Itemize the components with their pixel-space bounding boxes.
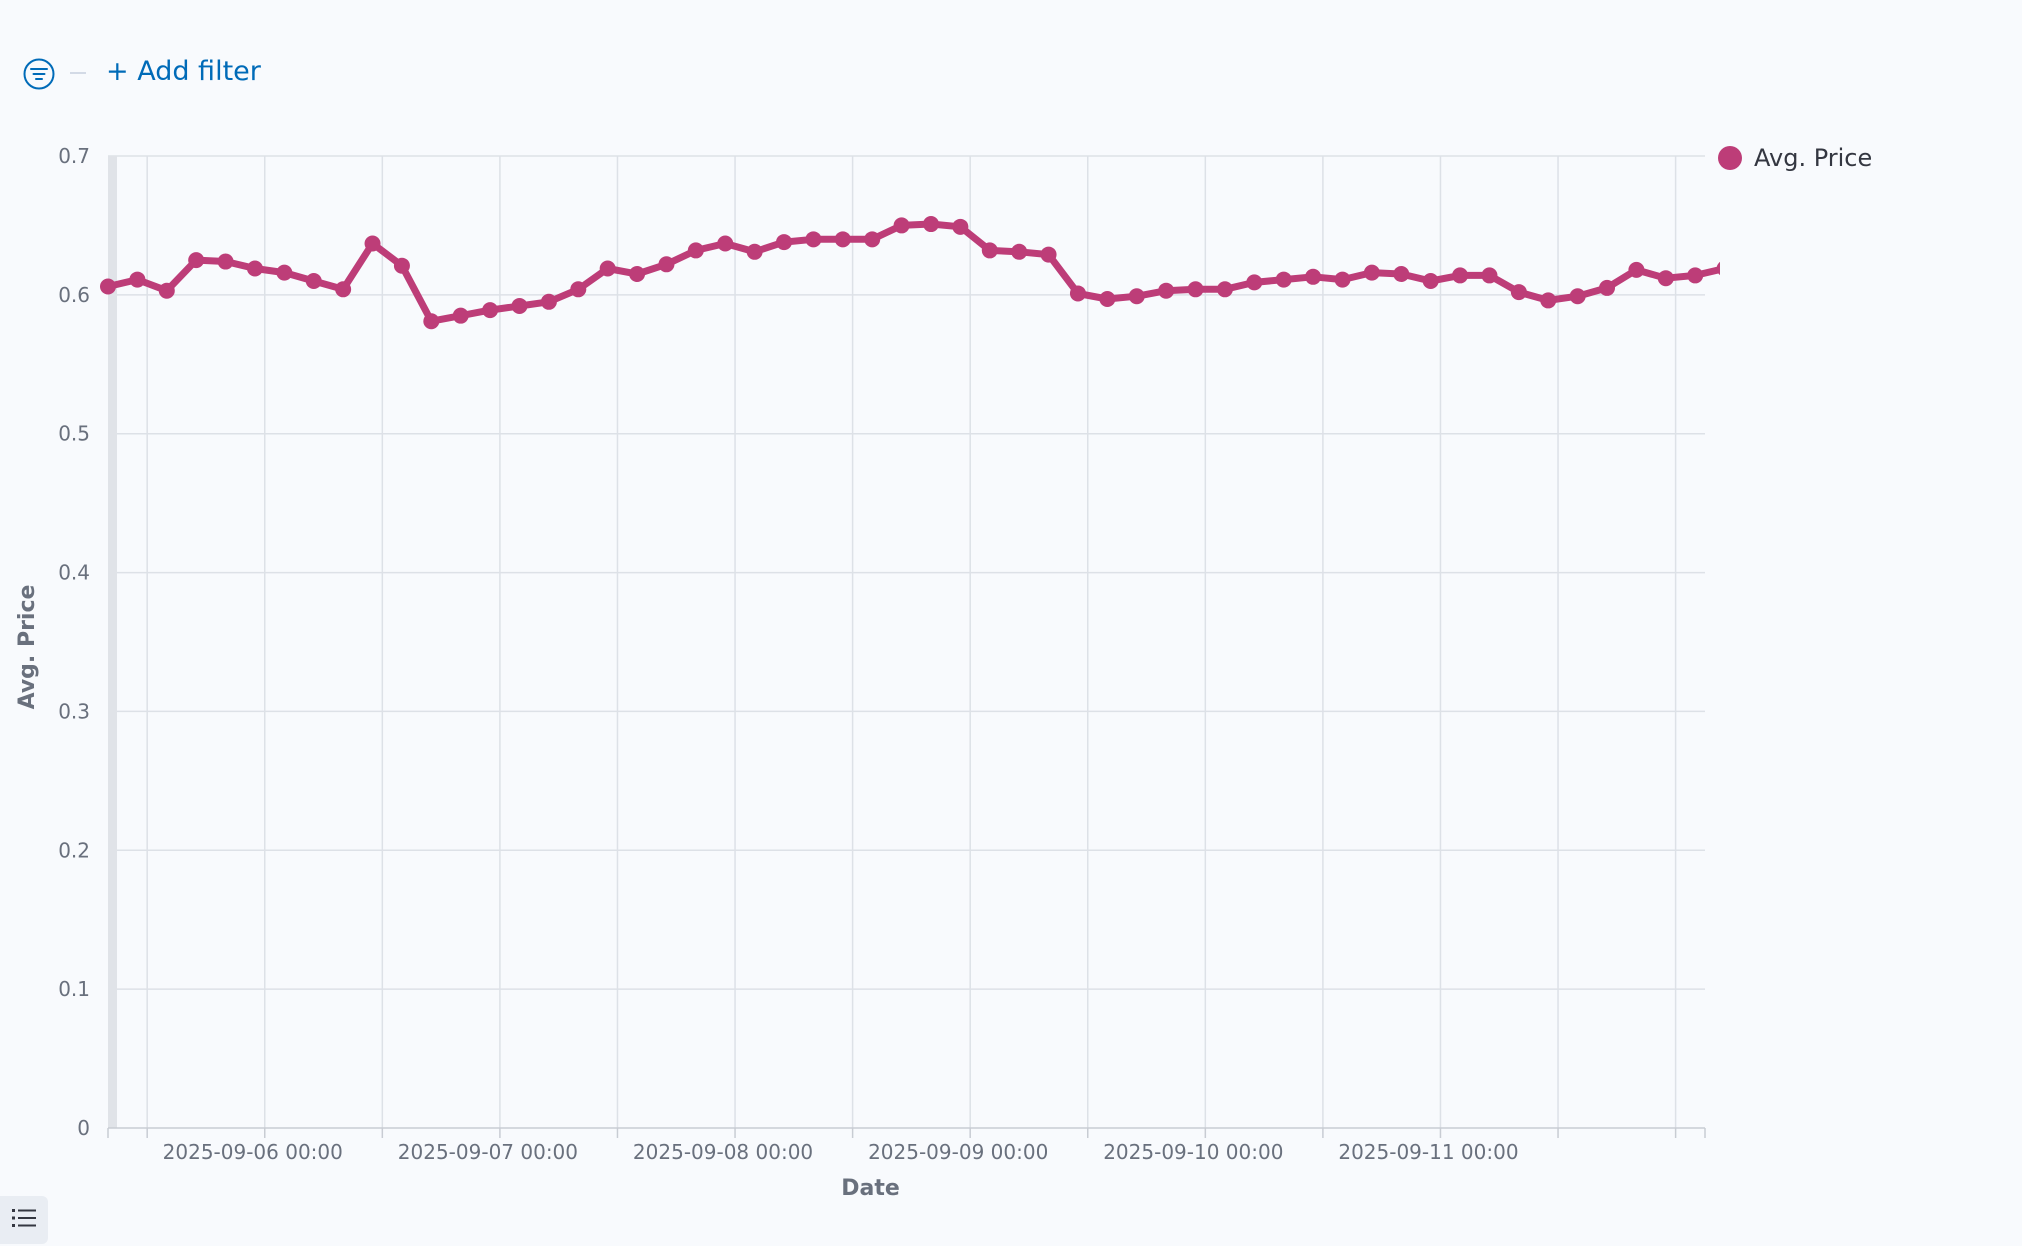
data-point[interactable] [1011,243,1028,260]
y-tick-label: 0.4 [58,561,90,585]
data-point[interactable] [717,235,734,252]
data-point[interactable] [1099,291,1116,308]
data-point[interactable] [687,242,704,259]
data-point[interactable] [1334,271,1351,288]
data-point[interactable] [658,256,675,273]
series-line [104,220,1720,325]
data-point[interactable] [482,302,499,319]
data-point[interactable] [1481,267,1498,284]
data-point[interactable] [276,264,293,281]
legend-label: Avg. Price [1754,144,1873,172]
data-point[interactable] [629,266,646,283]
data-point[interactable] [540,293,557,310]
data-point[interactable] [452,307,469,324]
data-point[interactable] [129,271,146,288]
brush-handle[interactable] [108,156,117,1128]
data-point[interactable] [1187,281,1204,298]
data-point[interactable] [1422,272,1439,289]
data-point[interactable] [893,217,910,234]
data-point[interactable] [246,260,263,277]
data-point[interactable] [1275,271,1292,288]
y-axis-title: Avg. Price [15,585,40,710]
data-point[interactable] [100,278,116,295]
chart-grid [108,155,1705,1128]
data-point[interactable] [1246,274,1263,291]
data-point[interactable] [1716,260,1720,276]
data-point[interactable] [1540,292,1557,309]
data-point[interactable] [599,260,616,277]
data-point[interactable] [1599,279,1616,296]
filter-separator [70,72,86,74]
legend-color-swatch [1718,146,1742,170]
x-tick-label: 2025-09-10 00:00 [1103,1140,1283,1164]
x-axis-ticks: 2025-09-06 00:00 2025-09-07 00:00 2025-09-… [163,1140,1519,1164]
y-tick-label: 0 [77,1116,90,1140]
add-filter-button[interactable]: + Add filter [106,56,261,87]
data-point[interactable] [511,297,528,314]
x-tick-label: 2025-09-11 00:00 [1338,1140,1518,1164]
data-point[interactable] [1452,267,1469,284]
data-point[interactable] [364,235,381,252]
data-point[interactable] [1510,284,1527,301]
data-point[interactable] [1687,267,1704,284]
data-point[interactable] [834,231,851,248]
data-point[interactable] [188,252,205,269]
legend-item-avg-price[interactable]: Avg. Price [1718,144,1872,172]
data-point[interactable] [952,218,969,235]
x-tick-label: 2025-09-06 00:00 [163,1140,343,1164]
data-point[interactable] [1040,246,1057,263]
data-point[interactable] [864,231,881,248]
data-point[interactable] [570,281,587,298]
data-point[interactable] [335,281,352,298]
chart-axes [107,1127,1706,1138]
data-point[interactable] [158,282,175,299]
data-point[interactable] [1363,264,1380,281]
filter-icon[interactable] [23,58,55,90]
y-tick-label: 0.2 [58,838,90,862]
series-avg-price [100,216,1720,330]
data-point[interactable] [922,216,939,233]
y-tick-label: 0.5 [58,422,90,446]
line-chart: 00.10.20.30.40.50.60.7 2025-09-06 00:00 2… [15,144,1720,1201]
y-tick-label: 0.7 [58,144,90,168]
data-point[interactable] [746,243,763,260]
data-point[interactable] [1628,261,1645,278]
data-point[interactable] [776,234,793,251]
legend-toggle-button[interactable] [0,1196,48,1244]
y-tick-label: 0.1 [58,977,90,1001]
x-tick-label: 2025-09-08 00:00 [633,1140,813,1164]
data-point[interactable] [1216,281,1233,298]
data-point[interactable] [217,253,234,270]
data-point[interactable] [1158,282,1175,299]
y-tick-label: 0.6 [58,283,90,307]
data-point[interactable] [393,257,410,274]
data-point[interactable] [423,313,440,330]
list-icon [11,1207,37,1233]
x-tick-label: 2025-09-07 00:00 [398,1140,578,1164]
data-point[interactable] [1069,285,1086,302]
data-point[interactable] [1569,288,1586,305]
data-point[interactable] [805,231,822,248]
y-tick-label: 0.3 [58,699,90,723]
x-axis-title: Date [841,1176,900,1201]
data-point[interactable] [1393,266,1410,283]
data-point[interactable] [1305,268,1322,285]
data-point[interactable] [1128,288,1145,305]
data-point[interactable] [1657,270,1674,287]
data-point[interactable] [981,242,998,259]
x-tick-label: 2025-09-09 00:00 [868,1140,1048,1164]
data-point[interactable] [305,272,322,289]
y-axis-ticks: 0 0.1 0.2 0.3 0.4 0.5 0.6 0.7 [58,144,90,1140]
